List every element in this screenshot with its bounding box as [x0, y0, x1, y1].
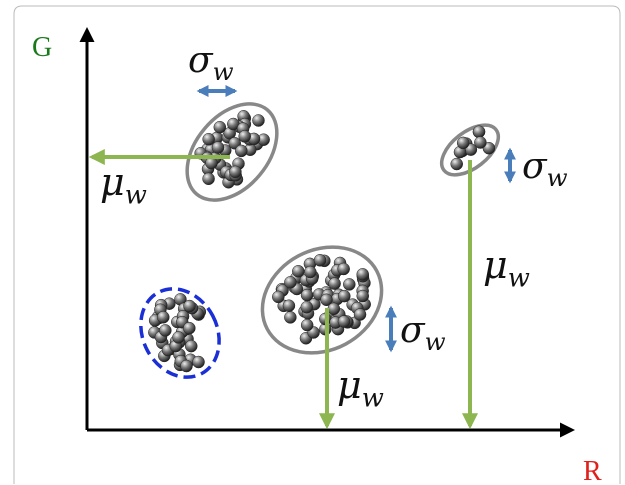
math-label: μw — [483, 243, 530, 293]
point — [304, 266, 316, 278]
math-label: σw — [522, 146, 568, 192]
point — [235, 145, 247, 157]
point — [252, 114, 264, 126]
subscript: w — [425, 327, 446, 356]
point — [357, 290, 369, 302]
point — [473, 126, 485, 138]
subscript: w — [547, 163, 568, 192]
point — [184, 300, 196, 312]
cluster — [244, 227, 400, 374]
symbol: σ — [522, 146, 548, 187]
frame — [14, 6, 620, 484]
point — [283, 300, 295, 312]
point — [272, 291, 284, 303]
subscript: w — [362, 383, 384, 413]
cluster — [169, 87, 295, 218]
subscript: w — [125, 180, 147, 210]
point — [357, 268, 369, 280]
point — [203, 133, 215, 145]
point — [284, 311, 296, 323]
math-label: μw — [100, 160, 147, 210]
cluster-outline — [169, 87, 295, 218]
point — [301, 301, 313, 313]
cluster — [126, 275, 235, 391]
point — [329, 278, 341, 290]
math-label: σw — [400, 310, 446, 356]
point — [328, 303, 340, 315]
point — [338, 316, 350, 328]
point — [314, 254, 326, 266]
point — [354, 309, 366, 321]
point — [338, 263, 350, 275]
symbol: σ — [400, 310, 426, 351]
point — [183, 322, 195, 334]
point — [203, 173, 215, 185]
math-label: μw — [337, 363, 384, 413]
point — [229, 166, 241, 178]
point — [159, 324, 171, 336]
symbol: μ — [483, 243, 508, 287]
symbol: σ — [188, 40, 214, 81]
point — [301, 319, 313, 331]
point — [185, 340, 197, 352]
point — [157, 311, 169, 323]
point — [457, 137, 469, 149]
page: {"axes": {"y_label": "G", "x_label": "R"… — [0, 0, 625, 485]
point — [172, 331, 184, 343]
x-axis-label: R — [583, 456, 602, 485]
diagram: G R σwμwσwμwσwμw — [0, 0, 625, 485]
point — [239, 130, 251, 142]
point — [284, 276, 296, 288]
math-label: σw — [188, 40, 234, 86]
point — [180, 360, 192, 372]
symbol: μ — [337, 363, 362, 407]
point — [193, 356, 205, 368]
point — [451, 158, 463, 170]
point — [343, 278, 355, 290]
point — [292, 265, 304, 277]
point — [212, 142, 224, 154]
point — [214, 121, 226, 133]
point — [338, 290, 350, 302]
symbol: μ — [100, 160, 125, 204]
y-axis-label: G — [32, 32, 52, 63]
point — [301, 289, 313, 301]
subscript: w — [213, 57, 234, 86]
subscript: w — [508, 263, 530, 293]
